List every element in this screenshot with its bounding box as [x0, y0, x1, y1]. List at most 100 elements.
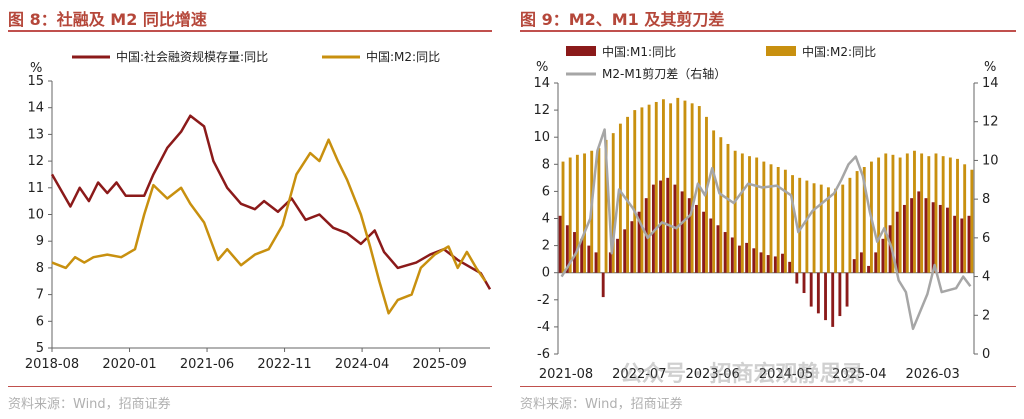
bar-m1: [723, 232, 727, 273]
bar-m1: [773, 256, 777, 273]
bar-m2: [798, 177, 802, 273]
bar-m2: [662, 99, 665, 273]
legend-label-1: 中国:M2:同比: [366, 49, 440, 64]
figure-8-panel: 图 8：社融及 M2 同比增速 % 5 6 7 8 9 10 11 12 13 14 15 2018-0…: [0, 0, 500, 419]
x-tick-label: 2022-07: [612, 367, 666, 382]
figure-8-bottom-rule: [8, 386, 492, 387]
bar-m2: [812, 183, 816, 273]
bar-m2: [733, 150, 737, 273]
figure-9-title: 图 9：M2、M1 及其剪刀差: [520, 10, 725, 29]
left-axis-unit: %: [536, 60, 548, 75]
chart-social-financing-m2: % 5 6 7 8 9 10 11 12 13 14 15 2018-08 2020-01 2021-06 2…: [25, 49, 492, 372]
bar-m1: [795, 272, 799, 284]
left-y-tick-label: 8: [542, 157, 550, 172]
x-tick-label: 2018-08: [25, 357, 79, 372]
left-y-tick-label: 2: [542, 239, 550, 254]
series-line-1: [51, 138, 487, 315]
x-tick-label: 2021-08: [539, 367, 593, 382]
legend-label-m2: 中国:M2:同比: [802, 44, 876, 59]
bar-m1: [816, 272, 820, 314]
bar-m2: [726, 143, 730, 273]
bar-m1: [802, 272, 806, 294]
bar-m1: [651, 184, 655, 273]
bar-m1: [874, 252, 878, 273]
x-tick-label: 2025-04: [832, 367, 886, 382]
left-y-tick-label: -4: [537, 320, 550, 335]
chart-m2-m1-scissors: % % -6 -4 -2 0 2 4 6 8 10 12 14 0 2 4 6 8 10 12 14 2021-08 202…: [533, 44, 999, 382]
legend-label-m1: 中国:M1:同比: [602, 44, 676, 59]
bar-m1: [580, 238, 584, 273]
bar-m2: [633, 110, 637, 273]
right-y-tick-label: 12: [982, 115, 999, 130]
bar-m1: [881, 238, 885, 273]
x-tick-label: 2024-04: [335, 357, 389, 372]
bar-m1: [888, 225, 892, 273]
x-tick-label: 2025-09: [412, 357, 466, 372]
bar-m2: [905, 153, 909, 273]
bar-m1: [960, 218, 964, 273]
bar-m2: [920, 153, 924, 273]
x-tick-label: 2026-03: [906, 367, 960, 382]
bar-m2: [640, 107, 644, 273]
right-y-tick-label: 2: [982, 308, 990, 323]
bar-m1: [745, 242, 749, 273]
figure-8-title: 图 8：社融及 M2 同比增速: [8, 10, 207, 29]
bar-m1: [716, 225, 720, 273]
y-tick-label: 15: [27, 74, 44, 89]
bar-m1: [587, 245, 591, 273]
y-tick-label: 8: [36, 261, 44, 276]
bar-m2: [884, 153, 888, 273]
bar-m2: [762, 161, 766, 273]
bar-m1: [680, 191, 684, 273]
bar-m1: [931, 202, 935, 273]
right-y-tick-label: 0: [982, 347, 990, 362]
figure-9-title-rule: [520, 30, 1016, 32]
bar-m1: [702, 211, 706, 273]
bar-m1: [601, 272, 605, 298]
watermark-text: 公众号 · 招商宏观静思录: [620, 362, 864, 387]
bar-m1: [924, 198, 928, 273]
bar-m2: [669, 103, 673, 273]
left-y-tick-label: -6: [537, 347, 550, 362]
bar-m1: [781, 253, 784, 273]
bar-m2: [841, 184, 845, 273]
bar-m2: [755, 157, 759, 273]
right-y-tick-label: 8: [982, 192, 990, 207]
bar-m2: [604, 139, 608, 273]
left-y-tick-label: 12: [533, 103, 550, 118]
series-line-0: [50, 114, 492, 290]
bar-m2: [575, 154, 579, 273]
bar-m1: [594, 252, 598, 273]
y-tick-label: 11: [27, 181, 44, 196]
scissors-line: [560, 128, 972, 331]
y-tick-label: 10: [27, 208, 44, 223]
bar-m1: [565, 225, 569, 273]
y-axis-unit: %: [30, 61, 42, 76]
left-y-tick-label: 0: [542, 266, 550, 281]
legend-label-0: 中国:社会融资规模存量:同比: [116, 49, 268, 64]
bar-m2: [740, 153, 744, 273]
y-tick-label: 5: [36, 341, 44, 356]
bar-m1: [910, 198, 914, 273]
bar-m2: [791, 175, 794, 273]
bar-m2: [690, 103, 694, 273]
left-y-tick-label: -2: [537, 293, 550, 308]
bar-m2: [748, 156, 751, 273]
bar-m2: [769, 164, 773, 273]
bar-m2: [862, 167, 866, 273]
y-tick-label: 6: [36, 314, 44, 329]
bar-m2: [805, 180, 809, 273]
bar-m2: [913, 150, 916, 273]
bar-m1: [659, 180, 662, 273]
y-tick-label: 7: [36, 288, 44, 303]
x-tick-label: 2024-05: [759, 367, 813, 382]
y-tick-label: 9: [36, 234, 44, 249]
bar-m1: [630, 221, 634, 273]
bar-m2: [611, 133, 615, 273]
bar-m1: [917, 191, 921, 273]
bar-m2: [676, 97, 680, 273]
bar-m2: [826, 187, 830, 273]
bar-m1: [838, 272, 842, 317]
bar-m2: [705, 116, 708, 273]
bar-m1: [946, 207, 949, 273]
